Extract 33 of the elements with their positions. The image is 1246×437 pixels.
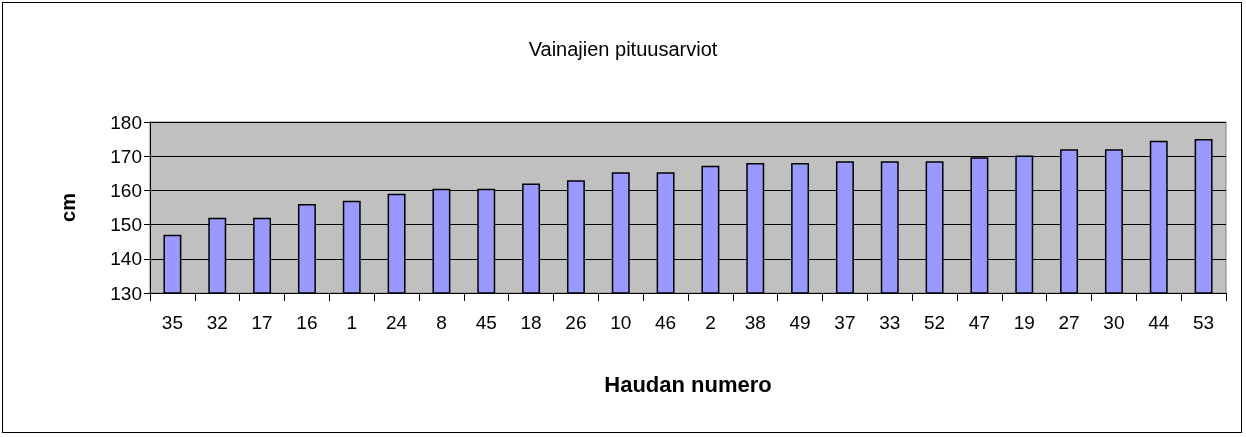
x-tick-label: 52 — [924, 312, 946, 333]
x-tick-label: 19 — [1013, 312, 1035, 333]
y-tick-label: 150 — [110, 214, 142, 236]
chart-title: Vainajien pituusarviot — [528, 38, 718, 60]
x-tick-label: 38 — [744, 312, 766, 333]
y-tick-label: 170 — [110, 145, 142, 167]
y-tick-label: 160 — [110, 179, 142, 201]
x-tick-label: 16 — [296, 312, 318, 333]
x-tick-label: 33 — [879, 312, 901, 333]
x-tick-label: 53 — [1193, 312, 1215, 333]
x-tick-label: 49 — [789, 312, 811, 333]
x-tick-label: 45 — [475, 312, 497, 333]
x-tick-label: 46 — [655, 312, 677, 333]
x-tick-label: 32 — [206, 312, 228, 333]
x-tick-label: 47 — [968, 312, 990, 333]
x-tick-label: 26 — [565, 312, 587, 333]
x-tick-label: 17 — [251, 312, 273, 333]
x-tick-label: 27 — [1058, 312, 1080, 333]
x-tick-label: 10 — [610, 312, 632, 333]
x-tick-label: 37 — [834, 312, 856, 333]
y-tick-label: 180 — [110, 111, 142, 133]
y-axis-title: cm — [57, 193, 79, 222]
y-tick-label: 140 — [110, 248, 142, 270]
x-tick-label: 18 — [520, 312, 542, 333]
x-tick-label: 35 — [161, 312, 183, 333]
x-axis-title: Haudan numero — [604, 371, 772, 397]
y-tick-label: 130 — [110, 282, 142, 304]
x-tick-label: 8 — [436, 312, 447, 333]
x-tick-label: 44 — [1148, 312, 1170, 333]
x-tick-label: 30 — [1103, 312, 1125, 333]
x-tick-label: 24 — [386, 312, 408, 333]
x-tick-label: 2 — [705, 312, 716, 333]
x-tick-label: 1 — [346, 312, 358, 333]
